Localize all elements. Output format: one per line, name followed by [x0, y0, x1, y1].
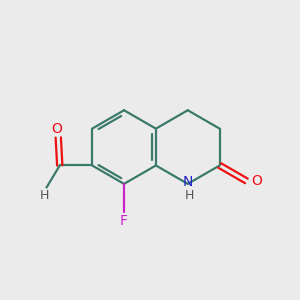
Text: F: F: [120, 214, 128, 228]
Text: N: N: [183, 176, 193, 189]
Text: O: O: [252, 174, 262, 188]
Text: H: H: [184, 189, 194, 202]
Text: H: H: [40, 189, 49, 202]
Text: O: O: [51, 122, 62, 136]
